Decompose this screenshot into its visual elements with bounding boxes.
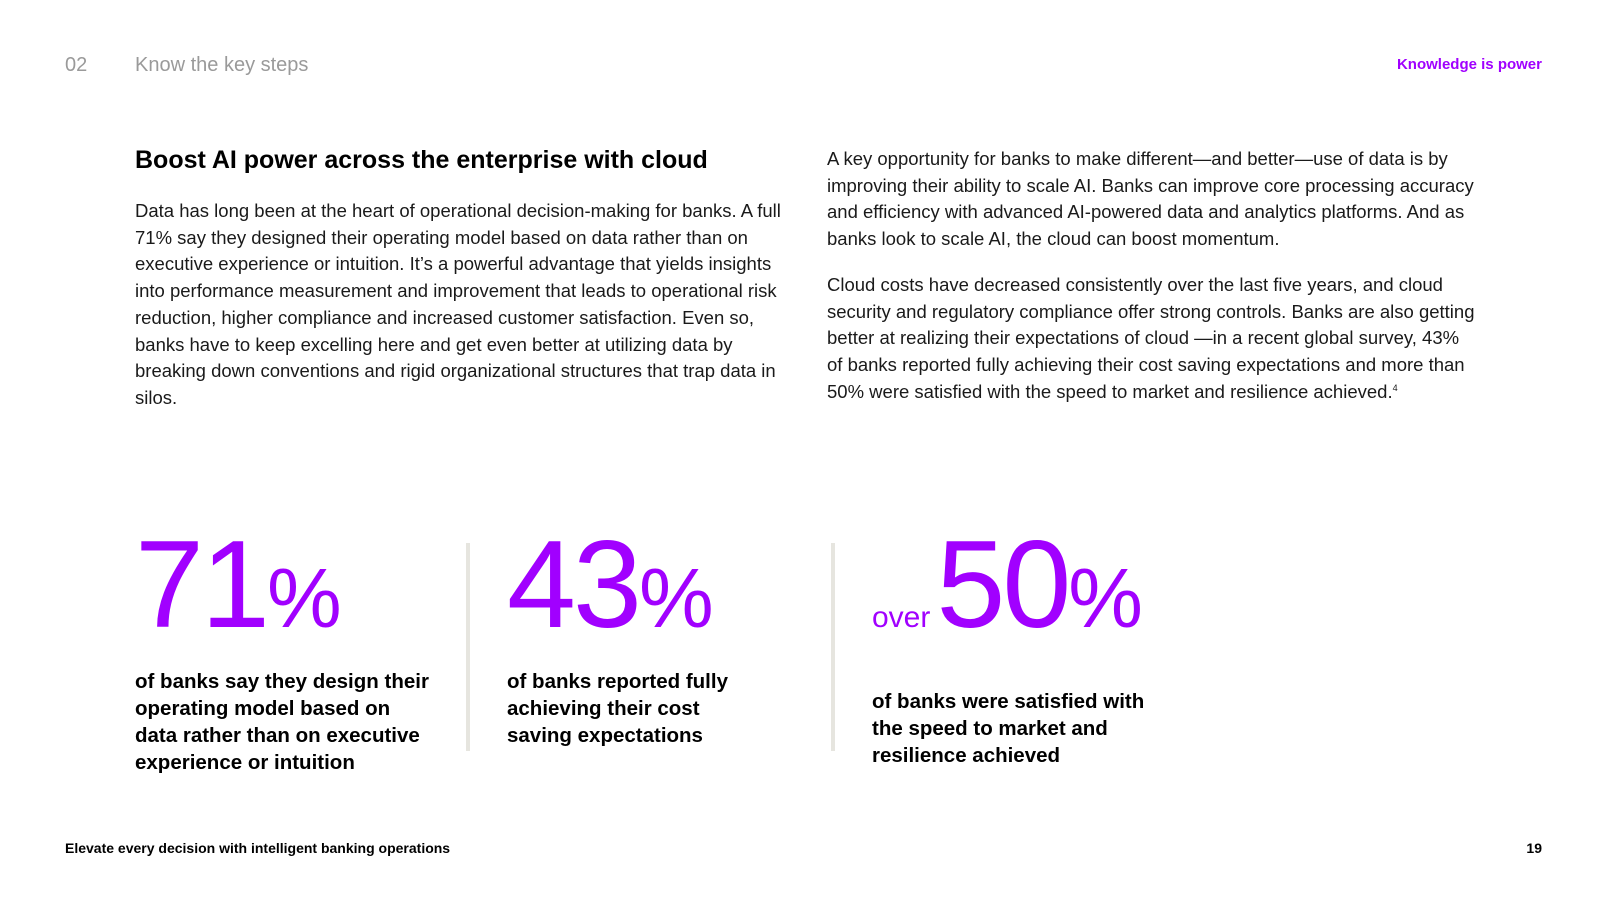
- left-paragraph: Data has long been at the heart of opera…: [135, 200, 781, 408]
- stat-prefix: over: [872, 601, 931, 634]
- section-title: Know the key steps: [135, 54, 309, 76]
- stat-description: of banks were satisfied with the speed t…: [872, 690, 1145, 767]
- stat-unit: %: [266, 551, 342, 645]
- left-body: Data has long been at the heart of opera…: [135, 198, 785, 412]
- stat-description: of banks say they design their operating…: [135, 670, 429, 774]
- stat-divider: [831, 543, 835, 751]
- right-paragraph-2: Cloud costs have decreased consistently …: [827, 272, 1477, 406]
- stat-71: 71% of banks say they design their opera…: [135, 523, 435, 776]
- stat-description: of banks reported fully achieving their …: [507, 670, 728, 747]
- tagline: Knowledge is power: [1396, 56, 1542, 73]
- stat-value: 43: [507, 516, 642, 654]
- footer-title: Elevate every decision with intelligent …: [65, 840, 451, 856]
- stat-43: 43% of banks reported fully achieving th…: [507, 523, 747, 749]
- stat-value: 50: [936, 516, 1071, 654]
- stat-figure: 43%: [507, 523, 747, 658]
- footnote-marker: 4: [1392, 382, 1398, 393]
- page-heading: Boost AI power across the enterprise wit…: [135, 146, 708, 174]
- right-body: A key opportunity for banks to make diff…: [827, 146, 1477, 424]
- page-number: 19: [1526, 840, 1542, 856]
- stat-unit: %: [1068, 551, 1143, 645]
- right-paragraph-1: A key opportunity for banks to make diff…: [827, 148, 1474, 250]
- section-number: 02: [65, 54, 88, 76]
- right-paragraph-2-text: Cloud costs have decreased consistently …: [827, 273, 1475, 402]
- stat-divider: [466, 543, 470, 751]
- stat-value: 71: [135, 516, 270, 654]
- stat-figure: 71%: [135, 523, 435, 658]
- stat-figure: over50%: [872, 523, 1152, 678]
- stat-50: over50% of banks were satisfied with the…: [872, 523, 1152, 769]
- stat-unit: %: [638, 551, 714, 645]
